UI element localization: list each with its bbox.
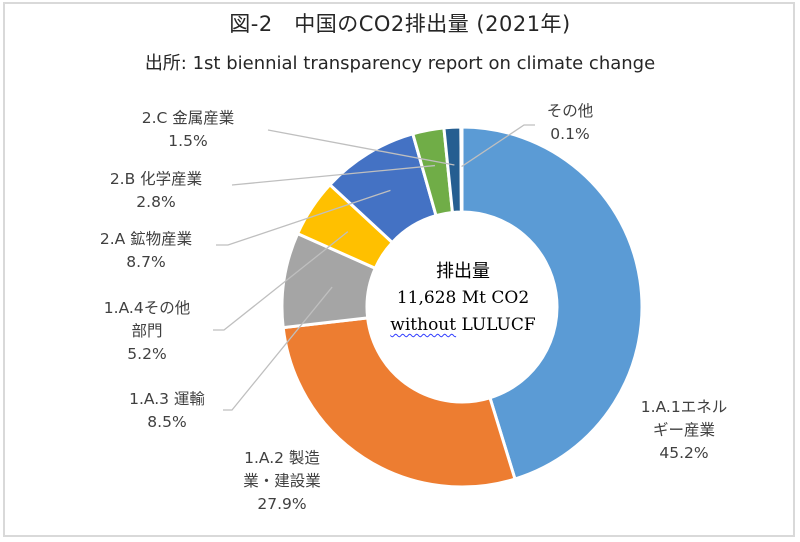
center-label-total: 11,628 Mt CO2	[396, 288, 530, 308]
data-label-name: 業・建設業	[243, 472, 321, 490]
data-label-name: 1.A.3 運輸	[129, 390, 205, 408]
data-label-2a: 2.A 鉱物産業 8.7%	[76, 228, 216, 274]
leader-line-2b	[231, 164, 436, 186]
chart-title: 図-2 中国のCO2排出量 (2021年)	[229, 12, 571, 36]
data-label-name: 2.A 鉱物産業	[99, 230, 193, 248]
center-label-title: 排出量	[436, 261, 490, 282]
center-label-note-a: without	[390, 315, 457, 335]
data-label-value: 1.5%	[168, 132, 208, 150]
leader-lines	[213, 124, 535, 411]
data-label-value: 2.8%	[136, 193, 176, 211]
center-label-note: without LULUCF	[368, 312, 558, 339]
data-label-value: 8.7%	[126, 253, 166, 271]
leader-line-other	[461, 124, 535, 168]
data-label-1a4: 1.A.4その他 部門 5.2%	[82, 297, 212, 366]
data-label-value: 27.9%	[257, 495, 307, 513]
data-label-2b: 2.B 化学産業 2.8%	[86, 168, 226, 214]
data-label-name: ギー産業	[652, 421, 715, 439]
leader-line-1a3	[223, 286, 333, 411]
donut-slices	[280, 125, 644, 489]
center-label-note-b: LULUCF	[456, 315, 536, 335]
leader-line-2a	[216, 189, 391, 246]
data-label-name: その他	[546, 102, 594, 120]
data-label-1a1: 1.A.1エネル ギー産業 45.2%	[624, 396, 744, 465]
donut-slice-1a2	[281, 316, 517, 489]
data-label-2c: 2.C 金属産業 1.5%	[118, 107, 258, 153]
data-label-name: 2.C 金属産業	[141, 109, 235, 127]
chart-subtitle: 出所: 1st biennial transparency report on …	[144, 53, 656, 74]
center-label: 排出量 11,628 Mt CO2 without LULUCF	[368, 258, 558, 339]
data-label-name: 部門	[131, 322, 163, 340]
data-label-1a3: 1.A.3 運輸 8.5%	[112, 388, 222, 434]
leader-line-1a4	[213, 231, 349, 331]
data-label-name: 1.A.2 製造	[244, 449, 320, 467]
data-label-value: 5.2%	[127, 345, 167, 363]
data-label-value: 8.5%	[147, 413, 187, 431]
donut-slice-1a1	[460, 125, 644, 481]
leader-line-2c	[267, 129, 455, 166]
data-label-other: その他 0.1%	[530, 100, 610, 146]
data-label-value: 45.2%	[659, 444, 709, 462]
data-label-name: 1.A.4その他	[103, 299, 191, 317]
data-label-name: 1.A.1エネル	[640, 398, 728, 416]
donut-slice-other	[459, 125, 464, 214]
data-label-1a2: 1.A.2 製造 業・建設業 27.9%	[222, 447, 342, 516]
data-label-name: 2.B 化学産業	[109, 170, 203, 188]
data-label-value: 0.1%	[550, 125, 590, 143]
